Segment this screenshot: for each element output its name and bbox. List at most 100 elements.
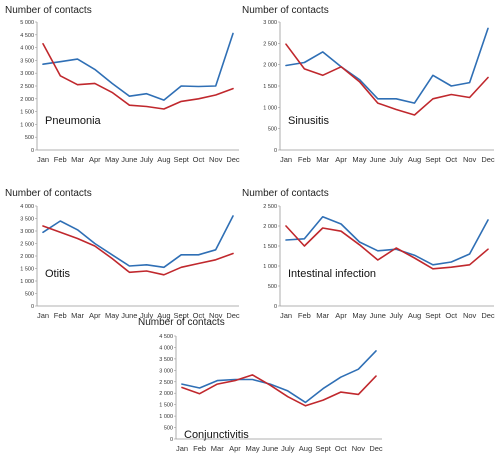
series-line-red [285,43,489,116]
x-tick-label: Aug [157,155,170,164]
chart-title: Sinusitis [288,115,329,127]
y-tick-label: 3 000 [263,20,277,26]
y-tick-label: 2 000 [20,254,34,260]
series-line-blue [181,350,377,404]
x-tick-label: July [281,444,295,453]
x-tick-label: Aug [408,155,421,164]
chart-conjunctivitis: Number of contacts Conjunctivitis 0 500 1 … [138,317,383,453]
plot-area: 0 500 1 000 1 500 2 000 2 500 3 000 3 500 4 000 J… [20,204,240,320]
x-tick-label: Apr [229,444,241,453]
y-axis-label: Number of contacts [242,5,329,16]
y-tick-label: 1 000 [159,414,173,420]
y-tick-label: 1 000 [20,279,34,285]
x-tick-label: Jan [176,444,188,453]
y-tick-label: 500 [164,426,173,432]
x-tick-label: June [370,311,386,320]
x-tick-label: May [245,444,259,453]
y-tick-label: 2 500 [263,41,277,47]
chart-title: Pneumonia [45,115,102,127]
x-tick-label: Nov [463,155,477,164]
y-tick-label: 4 500 [159,334,173,340]
y-tick-label: 3 000 [20,229,34,235]
chart-otitis: Number of contacts Otitis 0 500 1 000 1 500… [5,188,240,320]
y-tick-label: 0 [31,304,34,310]
x-tick-label: Apr [89,311,101,320]
series-line-red [42,225,234,276]
x-tick-label: Dec [226,311,240,320]
x-tick-label: Mar [71,311,84,320]
y-tick-label: 3 000 [159,368,173,374]
y-tick-label: 4 000 [20,204,34,210]
x-tick-label: July [140,155,154,164]
x-tick-label: Sept [173,311,189,320]
y-tick-label: 0 [31,148,34,154]
x-tick-label: Feb [193,444,206,453]
x-tick-label: Aug [408,311,421,320]
x-tick-label: Oct [193,155,206,164]
y-tick-label: 0 [274,304,277,310]
x-tick-label: Sept [425,311,441,320]
x-tick-label: Feb [54,155,67,164]
y-tick-label: 5 000 [20,20,34,26]
x-tick-label: Nov [209,155,223,164]
x-tick-label: Mar [71,155,84,164]
y-tick-label: 1 500 [263,244,277,250]
series-line-blue [285,216,489,266]
x-tick-label: June [121,311,137,320]
y-tick-label: 1 500 [20,110,34,116]
x-tick-label: Apr [335,155,347,164]
y-tick-label: 3 500 [159,357,173,363]
x-tick-label: Dec [226,155,240,164]
x-tick-label: Nov [352,444,366,453]
y-tick-label: 500 [25,135,34,141]
x-tick-label: Sept [315,444,331,453]
series-line-blue [285,27,489,104]
chart-sinusitis: Number of contacts Sinusitis 0 500 1 000 1 … [242,5,495,164]
x-tick-label: June [370,155,386,164]
y-tick-label: 0 [170,437,173,443]
x-tick-label: May [105,311,119,320]
series-line-red [181,374,377,407]
series-line-blue [42,32,234,101]
x-tick-label: Dec [481,155,495,164]
x-tick-label: Oct [445,311,458,320]
x-tick-label: Sept [173,155,189,164]
x-tick-label: June [121,155,137,164]
x-tick-label: Apr [89,155,101,164]
x-tick-label: June [262,444,278,453]
plot-area: 0 500 1 000 1 500 2 000 2 500 3 000 Jan Feb Mar Ap… [263,20,495,164]
chart-title: Conjunctivitis [184,429,249,441]
y-tick-label: 3 500 [20,58,34,64]
y-tick-label: 4 000 [20,46,34,52]
y-tick-label: 1 500 [20,267,34,273]
x-tick-label: Jan [280,155,292,164]
x-tick-label: Oct [193,311,206,320]
x-tick-label: Nov [209,311,223,320]
y-tick-label: 1 000 [20,122,34,128]
y-tick-label: 4 500 [20,33,34,39]
y-tick-label: 0 [274,148,277,154]
y-tick-label: 3 000 [20,71,34,77]
chart-title: Intestinal infection [288,268,376,280]
x-tick-label: Sept [425,155,441,164]
x-tick-label: Jan [37,155,49,164]
x-tick-label: July [390,155,404,164]
y-tick-label: 2 000 [263,224,277,230]
y-tick-label: 2 000 [263,63,277,69]
y-tick-label: 1 000 [263,264,277,270]
plot-area: 0 500 1 000 1 500 2 000 2 500 3 000 3 500 4 000 4… [159,334,383,453]
series-line-blue [42,215,234,269]
y-axis-label: Number of contacts [5,188,92,199]
x-tick-label: Jan [280,311,292,320]
plot-area: 0 500 1 000 1 500 2 000 2 500 3 000 3 500 4 000 4… [20,20,240,164]
y-axis-label: Number of contacts [138,317,225,328]
x-tick-label: May [352,311,366,320]
x-tick-label: Dec [369,444,383,453]
x-tick-label: Mar [211,444,224,453]
x-tick-label: Feb [298,311,311,320]
y-tick-label: 500 [268,284,277,290]
y-tick-label: 2 000 [159,391,173,397]
x-tick-label: Mar [316,155,329,164]
y-axis-label: Number of contacts [5,5,92,16]
